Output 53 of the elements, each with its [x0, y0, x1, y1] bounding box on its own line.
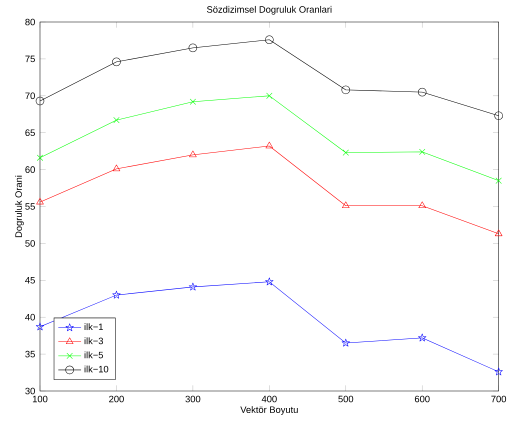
y-tick-label: 35: [25, 350, 35, 358]
y-tick-label: 65: [25, 129, 35, 136]
x-tick-label: 300: [185, 396, 200, 402]
point: [112, 164, 120, 172]
point: [496, 178, 502, 184]
point: [342, 86, 350, 94]
point: [112, 290, 121, 299]
point: [188, 282, 197, 290]
x-tick-label: 500: [338, 396, 354, 402]
point: [265, 35, 274, 44]
legend-label: ilk−3: [84, 337, 104, 344]
point: [419, 148, 426, 155]
point: [418, 201, 426, 208]
point: [265, 278, 274, 286]
point: [36, 154, 44, 161]
point: [342, 338, 350, 347]
point: [189, 150, 197, 158]
point: [494, 230, 502, 236]
point: [266, 142, 274, 148]
point: [188, 44, 198, 52]
legend-label: ilk−5: [84, 351, 104, 358]
point: [36, 198, 44, 204]
y-axis-title: Dogruluk Orani: [15, 176, 24, 238]
point: [266, 92, 272, 99]
y-tick-label: 50: [25, 240, 35, 247]
x-tick-label: 400: [262, 396, 277, 402]
y-tick-label: 80: [25, 18, 35, 26]
y-tick-label: 55: [25, 203, 35, 210]
point: [190, 98, 196, 105]
point: [342, 150, 349, 156]
chart-title: Sözdizimsel Dogruluk Oranlari: [206, 6, 332, 15]
y-tick-label: 30: [25, 388, 35, 394]
y-tick-label: 70: [25, 92, 35, 100]
y-tick-label: 60: [25, 166, 35, 173]
x-tick-label: 600: [414, 396, 430, 402]
point: [36, 96, 44, 106]
point: [113, 117, 120, 124]
point: [112, 58, 121, 66]
point: [342, 201, 350, 208]
point: [36, 322, 44, 330]
x-tick-label: 200: [109, 396, 124, 402]
point: [494, 111, 503, 120]
x-axis-title: Vektör Boyutu: [240, 406, 298, 415]
point: [418, 334, 426, 342]
x-tick-label: 700: [491, 396, 506, 402]
y-tick-label: 40: [25, 314, 35, 320]
x-tick-label: 100: [32, 396, 48, 402]
legend-label: ilk−10: [84, 366, 108, 372]
y-tick-label: 75: [25, 56, 35, 62]
y-tick-label: 45: [25, 277, 35, 284]
point: [494, 368, 503, 376]
point: [418, 88, 426, 96]
legend-label: ilk−1: [84, 323, 103, 330]
